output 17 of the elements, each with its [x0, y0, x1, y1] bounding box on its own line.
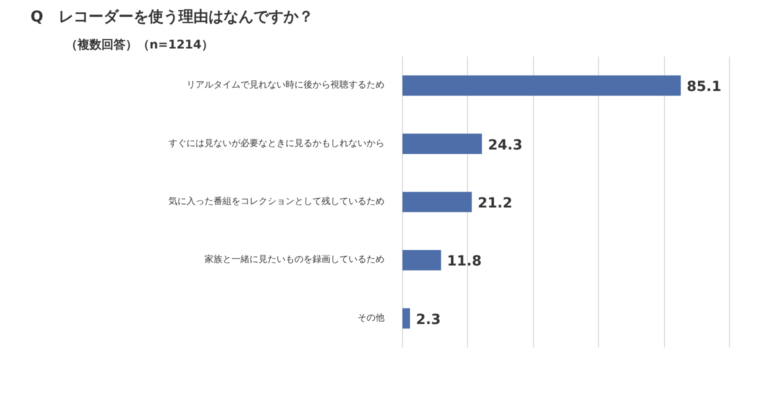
y-tick-label: その他: [358, 312, 384, 324]
data-label: 21.2: [478, 196, 512, 212]
data-label: 11.8: [447, 254, 482, 270]
bar: [402, 308, 410, 329]
text: （複数回答）（n=1214）: [66, 38, 214, 52]
data-label: 2.3: [416, 312, 441, 328]
y-tick-label: すぐには見ないが必要なときに見るかもしれないから: [168, 138, 384, 149]
text: Q レコーダーを使う理由はなんですか？: [30, 8, 314, 26]
y-tick-label: リアルタイムで見れない時に後から視聴するため: [186, 80, 384, 91]
bar: [402, 75, 681, 96]
y-tick-label: 気に入った番組をコレクションとして残しているため: [168, 196, 384, 207]
bar: [402, 134, 482, 154]
data-label: 85.1: [686, 79, 722, 96]
data-label: 24.3: [488, 137, 522, 154]
bar: [402, 250, 442, 270]
bar: [402, 192, 472, 212]
y-tick-label: 家族と一緒に見たいものを録画しているため: [204, 254, 384, 266]
